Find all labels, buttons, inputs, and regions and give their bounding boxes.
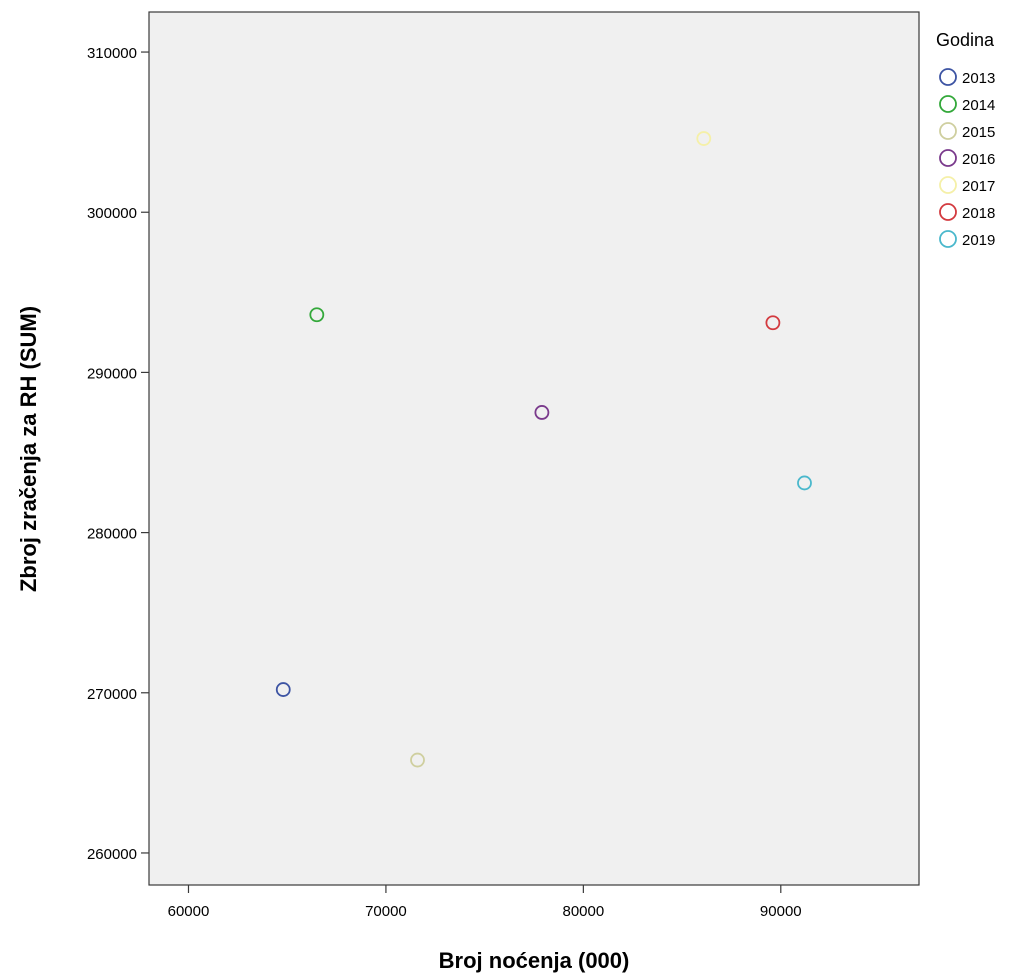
x-tick-label: 90000 (760, 903, 802, 920)
data-point-2018 (765, 315, 781, 331)
legend-label-2016: 2016 (962, 151, 995, 168)
plot-area (148, 11, 920, 886)
legend-marker-2017 (939, 176, 957, 194)
data-point-2019 (797, 475, 812, 491)
data-point-2016 (534, 405, 550, 420)
legend-label-2017: 2017 (962, 178, 995, 195)
legend-label-2019: 2019 (962, 232, 995, 249)
data-point-2014 (309, 307, 325, 323)
y-tick-label: 260000 (87, 846, 137, 863)
legend-marker-2016 (939, 149, 957, 167)
data-point-2017 (696, 131, 712, 146)
legend-label-2015: 2015 (962, 124, 995, 141)
legend-label-2018: 2018 (962, 205, 995, 222)
x-tick-label: 80000 (562, 903, 604, 920)
x-tick-label: 60000 (168, 903, 210, 920)
data-point-2015 (410, 752, 425, 768)
legend-label-2013: 2013 (962, 70, 995, 87)
legend-marker-2018 (939, 203, 957, 221)
x-axis-title: Broj noćenja (000) (439, 948, 630, 973)
legend-title: Godina (936, 30, 995, 50)
data-points (275, 131, 812, 768)
y-tick-label: 280000 (87, 526, 137, 543)
y-tick-label: 310000 (87, 45, 137, 62)
x-axis: 60000 70000 80000 90000 (168, 885, 802, 920)
y-axis-title: Zbroj zračenja za RH (SUM) (16, 306, 41, 592)
legend-label-2014: 2014 (962, 97, 995, 114)
legend-marker-2013 (939, 68, 957, 86)
y-tick-label: 300000 (87, 205, 137, 222)
legend-marker-2015 (939, 122, 957, 140)
y-tick-label: 290000 (87, 365, 137, 382)
legend-marker-2014 (939, 95, 957, 113)
x-tick-label: 70000 (365, 903, 407, 920)
y-tick-label: 270000 (87, 686, 137, 703)
legend-marker-2019 (939, 230, 957, 248)
data-point-2013 (275, 682, 291, 697)
y-axis: 260000 270000 280000 290000 300000 310000 (87, 45, 149, 863)
legend: Godina 2013 2014 2015 2016 2017 2018 2019 (936, 30, 995, 249)
